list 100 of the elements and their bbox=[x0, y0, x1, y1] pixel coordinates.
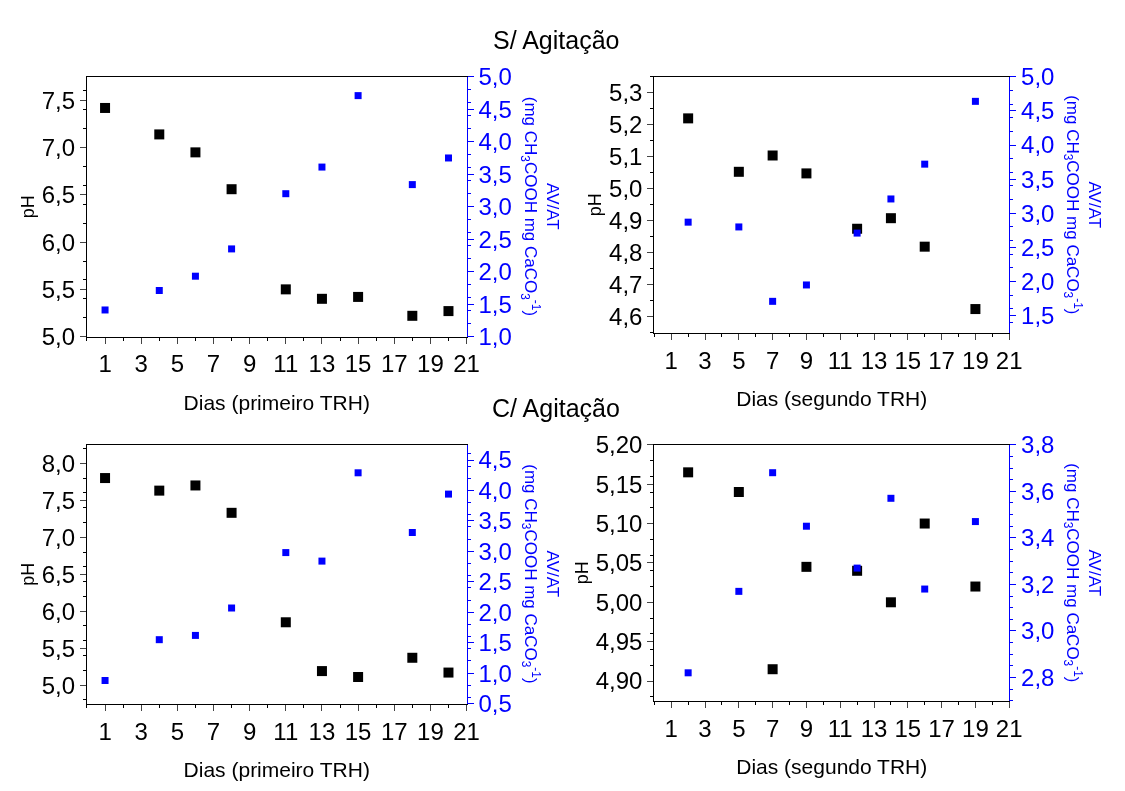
x-axis-title: Dias (primeiro TRH) bbox=[183, 757, 370, 781]
y2-tick-label: 4,5 bbox=[478, 446, 512, 474]
point bbox=[407, 652, 418, 663]
point bbox=[408, 181, 416, 189]
point bbox=[282, 190, 290, 198]
x-tick-label: 17 bbox=[928, 346, 955, 374]
text: C/ Agitação bbox=[492, 394, 620, 422]
point bbox=[919, 518, 930, 529]
point bbox=[353, 672, 364, 683]
y-tick-label: 5,5 bbox=[41, 634, 76, 662]
point bbox=[767, 664, 778, 675]
point bbox=[443, 306, 454, 317]
y2-tick-label: 3,0 bbox=[1021, 199, 1055, 227]
y-axis-title: pH bbox=[17, 562, 38, 586]
y2-tick-label: 3,6 bbox=[1021, 477, 1055, 505]
point bbox=[228, 245, 236, 253]
x-tick-label: 5 bbox=[732, 714, 746, 742]
x-tick-label: 21 bbox=[453, 717, 480, 745]
y2-tick-label: 3,0 bbox=[1021, 617, 1055, 645]
y2-tick-label: 3,5 bbox=[1021, 165, 1055, 193]
x-tick-label: 15 bbox=[894, 714, 922, 742]
x-tick-label: 7 bbox=[765, 346, 780, 374]
point bbox=[971, 97, 979, 105]
point bbox=[887, 195, 895, 203]
point bbox=[101, 676, 109, 684]
y-tick-label: 5,10 bbox=[595, 509, 643, 537]
point bbox=[444, 490, 452, 498]
point bbox=[191, 272, 199, 280]
y2-tick-label: 4,0 bbox=[1021, 131, 1055, 159]
x-tick-label: 1 bbox=[98, 350, 112, 378]
text: S/ Agitação bbox=[493, 26, 620, 54]
point bbox=[853, 229, 861, 237]
y2-tick-label: 2,0 bbox=[1021, 267, 1055, 295]
point bbox=[735, 587, 743, 595]
x-tick-label: 7 bbox=[206, 717, 221, 745]
point bbox=[280, 284, 291, 295]
x-tick-label: 19 bbox=[962, 346, 989, 374]
x-tick-label: 11 bbox=[827, 346, 853, 374]
y-tick-label: 5,2 bbox=[609, 111, 643, 139]
y-tick-label: 5,00 bbox=[595, 588, 643, 616]
point bbox=[885, 597, 896, 608]
y-tick-label: 5,0 bbox=[41, 323, 76, 350]
point bbox=[885, 213, 896, 224]
x-tick-label: 13 bbox=[308, 717, 336, 745]
y2-tick-label: 3,8 bbox=[1021, 431, 1055, 459]
x-tick-label: 21 bbox=[995, 714, 1023, 742]
x-tick-label: 7 bbox=[206, 350, 221, 378]
y-tick-label: 5,05 bbox=[595, 549, 643, 577]
point bbox=[190, 147, 201, 158]
y-tick-label: 5,20 bbox=[595, 431, 643, 459]
y-tick-label: 5,15 bbox=[595, 470, 643, 498]
x-tick-label: 5 bbox=[170, 717, 185, 745]
x-tick-label: 21 bbox=[995, 346, 1023, 374]
y-tick-label: 7,0 bbox=[41, 134, 76, 162]
point bbox=[226, 184, 237, 195]
x-tick-label: 9 bbox=[799, 346, 814, 374]
x-tick-label: 17 bbox=[380, 350, 408, 378]
y2-tick-label: 5,0 bbox=[478, 63, 512, 91]
point bbox=[887, 494, 895, 502]
x-tick-label: 7 bbox=[765, 714, 780, 742]
y2-tick-label: 4,5 bbox=[1021, 97, 1055, 125]
point bbox=[683, 467, 694, 478]
y2-tick-label: 4,0 bbox=[478, 128, 512, 156]
point bbox=[769, 469, 777, 477]
point bbox=[155, 286, 163, 294]
y2-tick-label: 3,4 bbox=[1021, 524, 1055, 552]
y2-tick-label: 2,5 bbox=[478, 568, 512, 596]
x-tick-label: 21 bbox=[453, 350, 480, 378]
y-tick-label: 6,5 bbox=[41, 181, 76, 209]
y-tick-label: 4,8 bbox=[609, 239, 643, 267]
y2-tick-label: 2,0 bbox=[478, 598, 512, 626]
x-tick-label: 11 bbox=[827, 714, 853, 742]
x-tick-label: 9 bbox=[242, 717, 257, 745]
point bbox=[407, 310, 418, 321]
y-tick-label: 4,9 bbox=[609, 207, 643, 235]
point bbox=[921, 585, 929, 593]
point bbox=[802, 522, 810, 530]
y2-tick-label: 4,0 bbox=[478, 476, 512, 504]
y-tick-label: 4,6 bbox=[609, 303, 643, 331]
x-tick-label: 3 bbox=[698, 346, 712, 374]
x-tick-label: 1 bbox=[98, 717, 112, 745]
point bbox=[101, 306, 109, 314]
point bbox=[733, 166, 744, 177]
y2-tick-label: 2,5 bbox=[1021, 233, 1055, 261]
point bbox=[769, 297, 777, 305]
point bbox=[767, 150, 778, 161]
y-tick-label: 7,5 bbox=[41, 86, 76, 114]
y2-tick-label: 4,5 bbox=[478, 95, 512, 123]
y-tick-label: 7,5 bbox=[41, 486, 76, 514]
point bbox=[100, 473, 111, 484]
point bbox=[971, 518, 979, 526]
point bbox=[683, 113, 694, 124]
point bbox=[853, 564, 861, 572]
point bbox=[100, 102, 111, 113]
x-axis-title: Dias (primeiro TRH) bbox=[183, 390, 370, 414]
x-tick-label: 19 bbox=[417, 350, 444, 378]
x-axis-title: Dias (segundo TRH) bbox=[736, 754, 928, 778]
x-tick-label: 9 bbox=[242, 350, 257, 378]
point bbox=[191, 631, 199, 639]
x-tick-label: 15 bbox=[894, 346, 922, 374]
